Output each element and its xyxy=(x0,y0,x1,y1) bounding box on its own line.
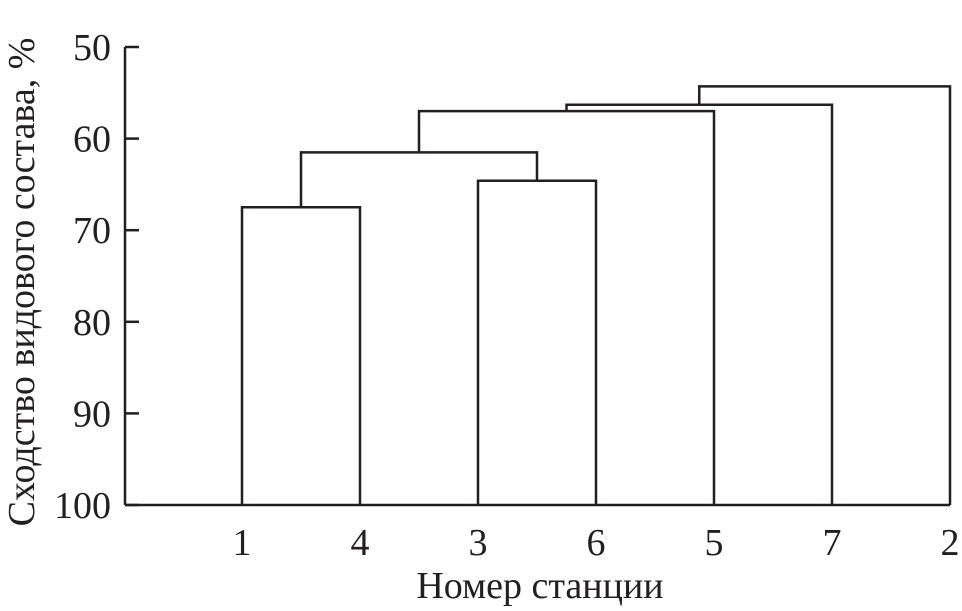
y-tick-label: 90 xyxy=(73,393,111,435)
x-axis-title: Номер станции xyxy=(416,565,663,607)
leaf-label: 4 xyxy=(351,522,370,564)
y-axis-title: Сходство видового состава, % xyxy=(1,38,43,527)
dendrogram-link xyxy=(476,179,598,505)
y-tick-label: 70 xyxy=(73,210,111,252)
leaf-label: 5 xyxy=(705,522,724,564)
leaf-label: 6 xyxy=(587,522,606,564)
y-tick-label: 60 xyxy=(73,119,111,161)
dendrogram-link xyxy=(698,85,952,505)
dendrogram-link xyxy=(240,206,362,505)
leaf-label: 3 xyxy=(469,522,488,564)
dendrogram-link xyxy=(565,103,834,505)
axes: 50 60 70 80 90 100 1 4 3 6 5 7 2 xyxy=(54,27,960,564)
y-tick-label: 80 xyxy=(73,302,111,344)
dendrogram-tree xyxy=(240,85,952,505)
leaf-label: 1 xyxy=(233,522,252,564)
y-tick-label: 50 xyxy=(73,27,111,69)
y-tick-label: 100 xyxy=(54,485,111,527)
dendrogram-link xyxy=(417,109,716,505)
leaf-label: 2 xyxy=(941,522,960,564)
leaf-label: 7 xyxy=(823,522,842,564)
